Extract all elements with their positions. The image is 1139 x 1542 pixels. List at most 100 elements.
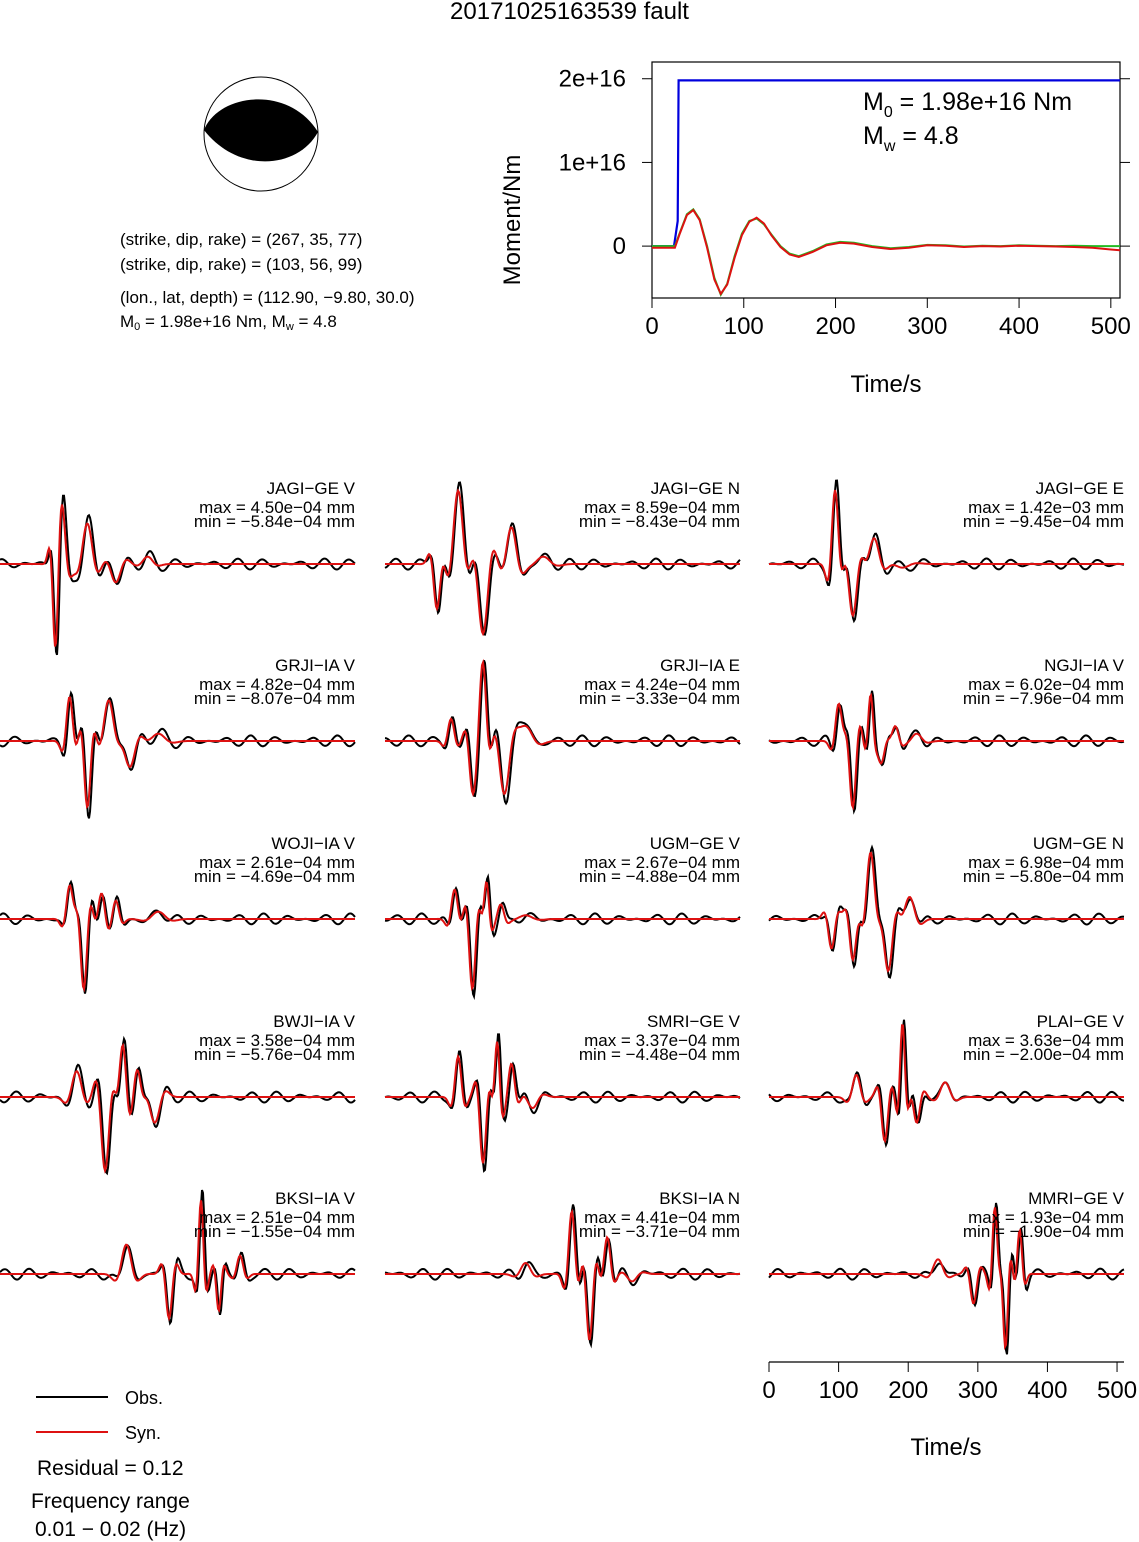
frequency-range-value: 0.01 − 0.02 (Hz): [35, 1518, 187, 1541]
observed-trace: [384, 873, 741, 1001]
station-name: GRJI−IA V: [275, 656, 355, 675]
moment-xtick-label: 500: [1091, 313, 1131, 340]
synthetic-trace: [769, 1207, 1124, 1351]
station-name: BWJI−IA V: [273, 1012, 355, 1031]
moment-series-1: [652, 207, 1120, 298]
station-min: min = −3.71e−04 mm: [579, 1222, 740, 1241]
frequency-range-label: Frequency range: [31, 1490, 190, 1513]
synthetic-trace: [0, 504, 355, 647]
station-min: min = −1.55e−04 mm: [194, 1222, 355, 1241]
station-name: MMRI−GE V: [1028, 1189, 1125, 1208]
beachball-diagram: [203, 76, 319, 192]
synthetic-trace: [769, 851, 1124, 973]
mechanism-line-1: (strike, dip, rake) = (267, 35, 77): [120, 230, 363, 249]
station-min: min = −5.80e−04 mm: [963, 867, 1124, 886]
synthetic-trace: [0, 1042, 355, 1174]
legend-obs-label: Obs.: [125, 1388, 163, 1408]
station-min: min = −1.90e−04 mm: [963, 1222, 1124, 1241]
mechanism-line-4: M0 = 1.98e+16 Nm, Mw = 4.8: [120, 312, 337, 333]
moment-xlabel: Time/s: [850, 371, 921, 398]
station-name: GRJI−IA E: [660, 656, 740, 675]
station-min: min = −3.33e−04 mm: [579, 689, 740, 708]
moment-ylabel: Moment/Nm: [499, 155, 526, 286]
page-title: 20171025163539 fault: [450, 0, 689, 25]
synthetic-trace: [385, 488, 740, 637]
beachball-compression-lobe: [204, 99, 318, 162]
station-name: JAGI−GE E: [1036, 479, 1124, 498]
moment-ytick-label: 2e+16: [559, 66, 626, 93]
station-name: UGM−GE N: [1033, 834, 1124, 853]
waveform-xlabel: Time/s: [910, 1434, 981, 1460]
station-min: min = −9.45e−04 mm: [963, 512, 1124, 531]
synthetic-trace: [769, 692, 1124, 811]
station-max: max = 3.58e−04 mm: [199, 1031, 355, 1050]
station-min: min = −2.00e−04 mm: [963, 1045, 1124, 1064]
station-name: JAGI−GE N: [651, 479, 740, 498]
moment-chart: 0 100 200 300 400 500 0 1e+16 2e+16 Moment/Nm T…: [499, 61, 1131, 398]
station-min: min = −8.43e−04 mm: [579, 512, 740, 531]
station-name: PLAI−GE V: [1037, 1012, 1125, 1031]
moment-ytick-label: 0: [613, 233, 626, 260]
moment-xtick-label: 100: [724, 313, 764, 340]
station-name: WOJI−IA V: [271, 834, 355, 853]
synthetic-trace: [0, 696, 355, 810]
waveform-xtick-label: 200: [888, 1377, 928, 1404]
moment-ytick-label: 1e+16: [559, 149, 626, 176]
waveform-xtick-label: 300: [958, 1377, 998, 1404]
station-name: JAGI−GE V: [267, 479, 356, 498]
station-name: BKSI−IA N: [659, 1189, 740, 1208]
station-max: max = 4.82e−04 mm: [199, 675, 355, 694]
synthetic-trace: [385, 881, 740, 992]
station-max: max = 8.59e−04 mm: [584, 498, 740, 517]
station-min: min = −5.76e−04 mm: [194, 1045, 355, 1064]
observed-trace: [0, 879, 356, 994]
synthetic-trace: [0, 1200, 355, 1322]
synthetic-trace: [769, 1024, 1124, 1144]
synthetic-trace: [769, 489, 1124, 618]
moment-xtick-label: 0: [645, 313, 658, 340]
station-max: max = 3.63e−04 mm: [968, 1031, 1124, 1050]
legend-syn-label: Syn.: [125, 1423, 161, 1443]
observed-trace: [0, 690, 356, 819]
waveform-xtick-label: 400: [1027, 1377, 1067, 1404]
station-name: UGM−GE V: [650, 834, 741, 853]
synthetic-trace: [385, 1208, 740, 1341]
residual-text: Residual = 0.12: [37, 1457, 184, 1480]
station-max: max = 4.41e−04 mm: [584, 1208, 740, 1227]
station-max: max = 2.61e−04 mm: [199, 853, 355, 872]
station-min: min = −4.88e−04 mm: [579, 867, 740, 886]
station-min: min = −4.48e−04 mm: [579, 1045, 740, 1064]
observed-trace: [384, 660, 741, 806]
synthetic-trace: [385, 1041, 740, 1164]
station-max: max = 2.51e−04 mm: [199, 1208, 355, 1227]
station-max: max = 4.50e−04 mm: [199, 498, 355, 517]
station-max: max = 6.02e−04 mm: [968, 675, 1124, 694]
synthetic-trace: [385, 658, 740, 797]
station-name: SMRI−GE V: [647, 1012, 741, 1031]
waveform-xtick-label: 100: [819, 1377, 859, 1404]
station-min: min = −4.69e−04 mm: [194, 867, 355, 886]
moment-plot-frame: [651, 61, 1121, 299]
moment-xtick-label: 200: [816, 313, 856, 340]
mechanism-line-3: (lon., lat, depth) = (112.90, −9.80, 30.…: [120, 288, 415, 307]
station-max: max = 2.67e−04 mm: [584, 853, 740, 872]
mechanism-line-2: (strike, dip, rake) = (103, 56, 99): [120, 255, 363, 274]
moment-annotation-mw: Mw = 4.8: [863, 122, 959, 155]
synthetic-trace: [0, 883, 355, 993]
waveform-xtick-label: 500: [1097, 1377, 1137, 1404]
station-min: min = −7.96e−04 mm: [963, 689, 1124, 708]
waveform-xtick-label: 0: [762, 1377, 775, 1404]
